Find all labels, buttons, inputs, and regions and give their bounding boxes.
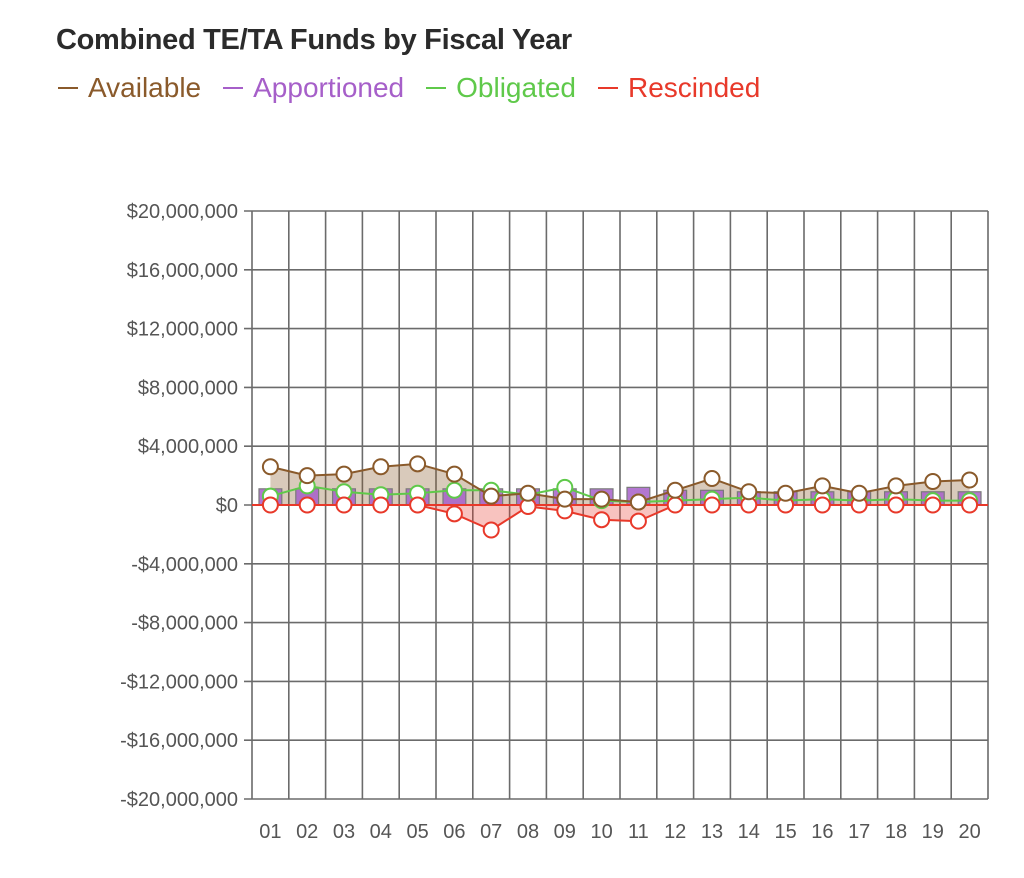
legend-swatch-apportioned	[223, 87, 244, 89]
point-available[interactable]	[593, 490, 611, 508]
point-available[interactable]	[298, 467, 316, 485]
point-available[interactable]	[887, 477, 905, 495]
y-tick-label: $0	[216, 495, 238, 517]
legend-label-available: Available	[88, 72, 202, 103]
x-tick-label: 05	[406, 821, 428, 843]
point-rescinded[interactable]	[666, 496, 684, 514]
x-tick-label: 10	[590, 821, 612, 843]
x-tick-label: 04	[370, 821, 392, 843]
x-tick-label: 07	[480, 821, 502, 843]
point-rescinded[interactable]	[703, 496, 721, 514]
chart-title: Combined TE/TA Funds by Fiscal Year	[56, 24, 572, 56]
point-available[interactable]	[556, 490, 574, 508]
x-tick-label: 20	[958, 821, 980, 843]
point-rescinded[interactable]	[335, 496, 353, 514]
x-tick-label: 16	[811, 821, 833, 843]
point-available[interactable]	[961, 471, 979, 489]
y-tick-label: $20,000,000	[127, 201, 238, 223]
x-tick-label: 02	[296, 821, 318, 843]
legend-swatch-rescinded	[598, 87, 619, 89]
legend-label-obligated: Obligated	[456, 72, 577, 103]
point-rescinded[interactable]	[593, 511, 611, 529]
y-tick-label: $12,000,000	[127, 319, 238, 341]
y-tick-label: -$8,000,000	[131, 613, 238, 635]
point-available[interactable]	[261, 458, 279, 476]
x-tick-label: 15	[774, 821, 796, 843]
point-available[interactable]	[740, 483, 758, 501]
legend-item-rescinded[interactable]: Rescinded	[598, 72, 760, 104]
x-tick-label: 06	[443, 821, 465, 843]
x-tick-label: 18	[885, 821, 907, 843]
point-available[interactable]	[924, 472, 942, 490]
y-tick-label: -$20,000,000	[120, 789, 238, 811]
x-tick-label: 09	[554, 821, 576, 843]
x-tick-label: 12	[664, 821, 686, 843]
x-tick-label: 11	[628, 821, 649, 843]
point-rescinded[interactable]	[261, 496, 279, 514]
point-available[interactable]	[409, 455, 427, 473]
point-available[interactable]	[850, 484, 868, 502]
legend-item-apportioned[interactable]: Apportioned	[223, 72, 404, 104]
point-rescinded[interactable]	[887, 496, 905, 514]
point-rescinded[interactable]	[372, 496, 390, 514]
point-available[interactable]	[482, 487, 500, 505]
point-available[interactable]	[519, 484, 537, 502]
point-available[interactable]	[335, 465, 353, 483]
point-available[interactable]	[777, 484, 795, 502]
y-tick-label: -$16,000,000	[120, 730, 238, 752]
point-available[interactable]	[445, 465, 463, 483]
legend-label-apportioned: Apportioned	[253, 72, 405, 103]
legend: Available Apportioned Obligated Rescinde…	[58, 72, 782, 104]
legend-item-available[interactable]: Available	[58, 72, 201, 104]
point-available[interactable]	[372, 458, 390, 476]
point-rescinded[interactable]	[298, 496, 316, 514]
x-tick-label: 03	[333, 821, 355, 843]
y-tick-label: -$12,000,000	[120, 671, 238, 693]
y-tick-label: $4,000,000	[138, 436, 238, 458]
y-tick-label: -$4,000,000	[131, 554, 238, 576]
point-available[interactable]	[629, 493, 647, 511]
legend-item-obligated[interactable]: Obligated	[426, 72, 576, 104]
point-available[interactable]	[703, 470, 721, 488]
legend-swatch-available	[58, 87, 78, 89]
point-rescinded[interactable]	[813, 496, 831, 514]
point-rescinded[interactable]	[629, 512, 647, 530]
y-tick-label: $8,000,000	[138, 377, 238, 399]
legend-label-rescinded: Rescinded	[628, 72, 761, 103]
point-available[interactable]	[813, 477, 831, 495]
point-rescinded[interactable]	[445, 505, 463, 523]
x-tick-label: 13	[701, 821, 723, 843]
x-tick-label: 14	[738, 821, 760, 843]
x-tick-label: 08	[517, 821, 539, 843]
point-rescinded[interactable]	[961, 496, 979, 514]
x-tick-label: 17	[848, 821, 870, 843]
y-tick-label: $16,000,000	[127, 260, 238, 282]
point-rescinded[interactable]	[924, 496, 942, 514]
legend-swatch-obligated	[426, 87, 447, 89]
point-rescinded[interactable]	[482, 521, 500, 539]
point-rescinded[interactable]	[409, 496, 427, 514]
point-obligated[interactable]	[445, 481, 463, 499]
point-available[interactable]	[666, 481, 684, 499]
x-tick-label: 01	[259, 821, 281, 843]
x-tick-label: 19	[922, 821, 944, 843]
